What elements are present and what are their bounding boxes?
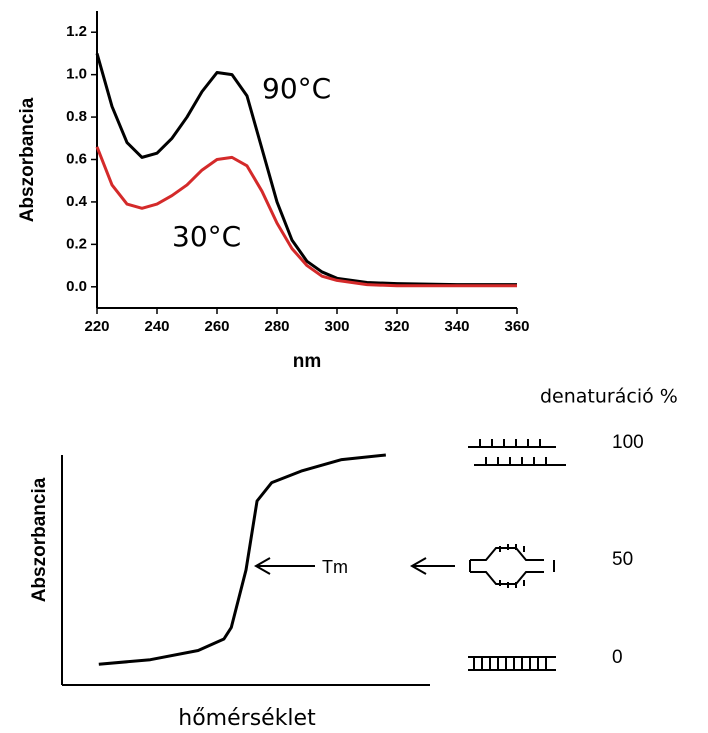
series-label: 30°C bbox=[172, 220, 241, 253]
x-axis-label: hőmérséklet bbox=[178, 706, 316, 731]
y-tick-label: 0.0 bbox=[66, 278, 87, 295]
y-tick-label: 0.2 bbox=[66, 235, 87, 252]
series-label: 90°C bbox=[262, 72, 331, 105]
dna-icons bbox=[253, 439, 566, 671]
line bbox=[95, 146, 517, 288]
line bbox=[98, 453, 386, 666]
denaturation-level: 50 bbox=[612, 549, 633, 570]
y-tick-label: 0.6 bbox=[66, 150, 87, 167]
x-tick-label: 260 bbox=[204, 318, 229, 335]
x-tick-label: 220 bbox=[84, 318, 109, 335]
x-tick-label: 300 bbox=[324, 318, 349, 335]
denaturation-level: 100 bbox=[612, 432, 644, 453]
x-tick-label: 320 bbox=[384, 318, 409, 335]
y-tick-label: 1.0 bbox=[66, 66, 87, 83]
denaturation-label: denaturáció % bbox=[540, 386, 678, 408]
x-tick-label: 340 bbox=[444, 318, 469, 335]
y-tick-label: 1.2 bbox=[66, 23, 87, 40]
line bbox=[95, 53, 517, 287]
x-tick-label: 240 bbox=[144, 318, 169, 335]
y-axis-label: Abszorbancia bbox=[29, 477, 50, 602]
annotation: Tm bbox=[322, 557, 348, 577]
y-axis-label: Abszorbancia bbox=[17, 97, 38, 222]
x-axis-label: nm bbox=[293, 351, 322, 372]
y-tick-label: 0.8 bbox=[66, 108, 87, 125]
denaturation-level: 0 bbox=[612, 647, 623, 668]
x-tick-label: 360 bbox=[504, 318, 529, 335]
x-tick-label: 280 bbox=[264, 318, 289, 335]
y-tick-label: 0.4 bbox=[66, 193, 88, 210]
